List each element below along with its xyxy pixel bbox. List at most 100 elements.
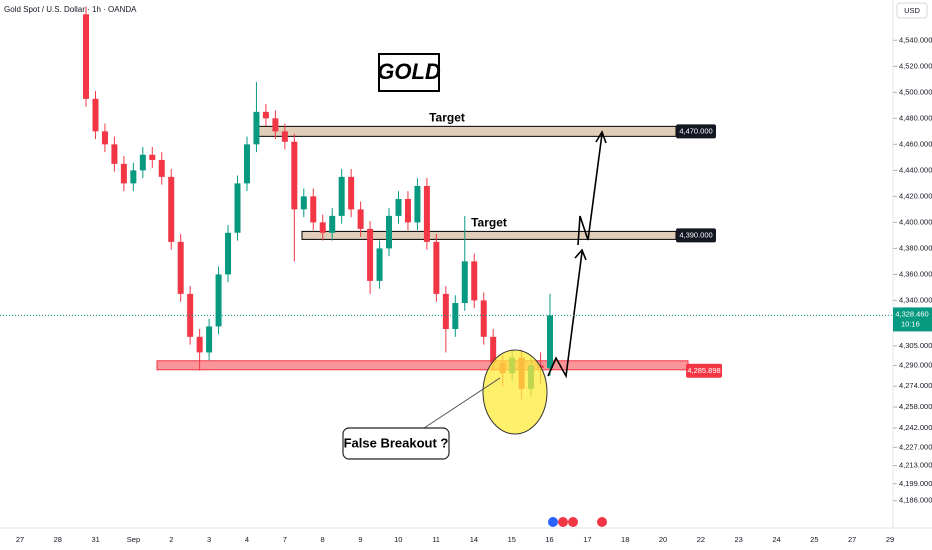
candle-body [92,98,99,132]
candle-body [291,141,298,210]
x-tick-label: 9 [358,535,362,544]
y-tick-label: 4,213.000 [899,461,932,470]
candle-body [168,176,175,242]
candle-body [442,293,449,330]
y-tick-label: 4,305.000 [899,341,932,350]
target-zone [301,230,677,240]
x-tick-label: 17 [583,535,591,544]
candle-body [111,144,118,164]
x-tick-label: 24 [772,535,780,544]
last-price-bg [893,307,932,332]
candle-body [243,144,250,184]
candle-body [433,241,440,294]
candle-body [357,209,364,229]
candle-body [234,183,241,233]
x-tick-label: 31 [91,535,99,544]
target-label: Target [471,216,507,230]
callout-pointer [417,377,501,433]
candle-body [206,326,213,353]
symbol-header: Gold Spot / U.S. Dollar · 1h · OANDA [4,5,137,14]
candle-body [187,293,194,337]
y-tick-label: 4,500.000 [899,87,932,96]
x-tick-label: 7 [283,535,287,544]
candle-body [480,300,487,337]
event-icon [597,517,607,527]
level-label: 4,470.000 [679,126,712,135]
candle-body [471,261,478,301]
x-tick-label: 14 [470,535,478,544]
y-tick-label: 4,420.000 [899,191,932,200]
candle-body [225,232,232,275]
candle-body [83,14,89,99]
y-tick-label: 4,360.000 [899,269,932,278]
event-icon [548,517,558,527]
y-tick-label: 4,340.000 [899,295,932,304]
level-label: 4,390.000 [679,230,712,239]
event-icons [548,517,607,527]
candle-body [177,241,184,294]
y-tick-label: 4,480.000 [899,113,932,122]
candle-body [348,176,355,210]
candle-body [300,196,307,210]
currency-box [896,2,928,19]
candle-body [319,222,326,233]
x-tick-label: 28 [54,535,62,544]
target-label: Target [429,111,465,125]
y-tick-label: 4,380.000 [899,243,932,252]
projection-arrows [547,130,607,379]
candle-body [158,159,165,177]
candle-body [196,336,203,353]
x-tick-label: 29 [886,535,894,544]
event-icon [558,517,568,527]
level-label-bg [676,228,716,243]
x-tick-label: 27 [16,535,24,544]
chart-title: GOLD [377,59,441,84]
x-tick-label: 22 [697,535,705,544]
callout-text: False Breakout ? [344,435,449,450]
countdown: 10:16 [901,319,920,328]
support-label: 4,285.898 [687,366,720,375]
candle-body [310,196,317,223]
candle-body [329,215,336,233]
candle-body [547,315,553,369]
y-tick-label: 4,274.000 [899,381,932,390]
candle-body [272,118,279,132]
x-tick-label: 18 [621,535,629,544]
title-box [378,53,440,92]
candle-body [376,248,383,281]
y-tick-label: 4,440.000 [899,165,932,174]
candle-body [139,154,146,171]
zones: Target 4,470.000 Target 4,390.000 4,285.898 [156,111,722,378]
x-tick-label: 4 [245,535,249,544]
candle-body [367,228,374,281]
y-tick-label: 4,227.000 [899,442,932,451]
x-tick-label: 27 [848,535,856,544]
x-tick-label: 8 [321,535,325,544]
x-tick-label: Sep [127,535,140,544]
support-label-bg [686,363,722,378]
x-tick-label: 23 [735,535,743,544]
y-tick-label: 4,199.000 [899,479,932,488]
candle-body [414,185,421,223]
candle-body [130,170,137,184]
candle-body [253,111,260,145]
candle-body [262,111,269,119]
candle-body [215,274,222,327]
highlight-circle [482,349,548,435]
x-tick-label: 11 [432,535,440,544]
y-tick-label: 4,460.000 [899,139,932,148]
y-tick-label: 4,540.000 [899,35,932,44]
x-tick-label: 10 [394,535,402,544]
candle-body [461,261,468,304]
currency: USD [904,6,920,15]
y-tick-label: 4,290.000 [899,360,932,369]
candle-body [452,303,459,330]
support-zone [156,360,689,371]
x-tick-label: 2 [169,535,173,544]
candle-body [490,336,497,363]
level-label-bg [676,124,716,139]
x-tick-label: 25 [810,535,818,544]
candle-body [120,163,127,184]
